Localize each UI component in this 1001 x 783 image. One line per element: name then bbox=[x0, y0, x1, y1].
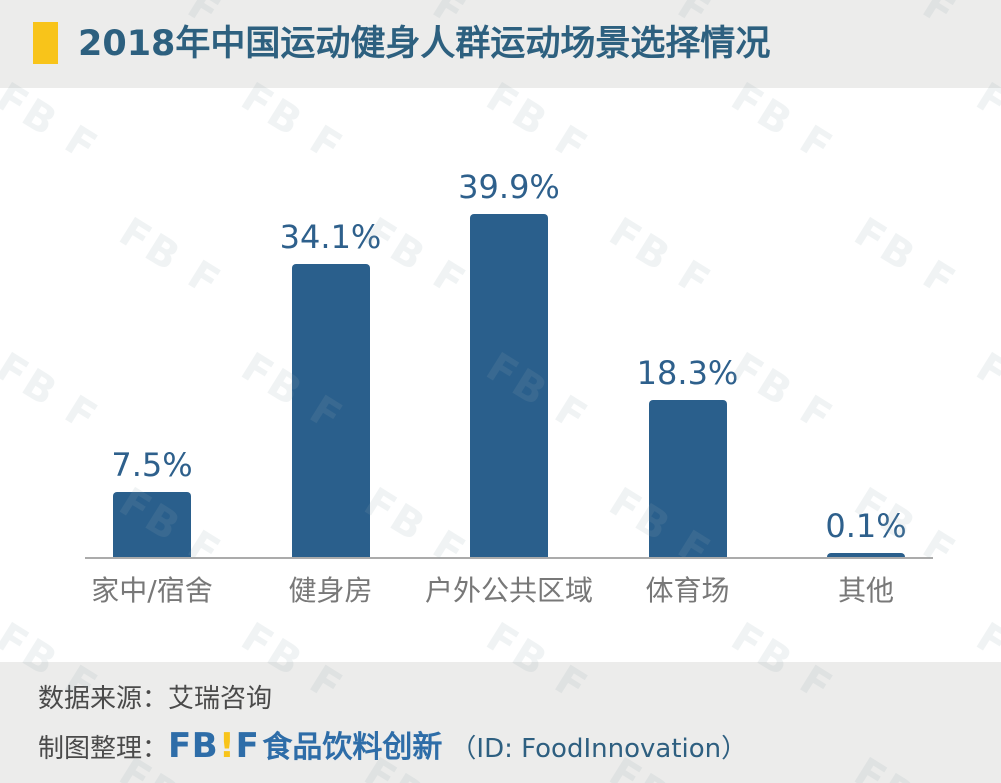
page-title: 2018年中国运动健身人群运动场景选择情况 bbox=[78, 24, 771, 64]
bar-category-label: 其他 bbox=[837, 574, 894, 607]
bar-value-label: 0.1% bbox=[825, 507, 907, 545]
bar-value-label: 18.3% bbox=[636, 354, 739, 392]
header: 2018年中国运动健身人群运动场景选择情况 bbox=[0, 0, 1001, 88]
bar bbox=[470, 214, 548, 557]
bar bbox=[291, 264, 370, 557]
bar-category-label: 体育场 bbox=[645, 574, 730, 607]
brand-id: （ID: FoodInnovation） bbox=[450, 734, 748, 764]
bar bbox=[648, 400, 727, 557]
credit-line: 制图整理： FB ! F 食品饮料创新 （ID: FoodInnovation） bbox=[38, 722, 747, 766]
bar-category-label: 健身房 bbox=[288, 574, 373, 607]
bar-category-label: 家中/宿舍 bbox=[91, 574, 213, 607]
credit-label: 制图整理： bbox=[38, 734, 169, 764]
bar-category-label: 户外公共区域 bbox=[424, 574, 593, 607]
bar-value-label: 7.5% bbox=[111, 446, 193, 484]
brand-name: 食品饮料创新 bbox=[262, 730, 443, 765]
footer: 数据来源：艾瑞咨询 制图整理： FB ! F 食品饮料创新 （ID: FoodI… bbox=[0, 662, 1001, 783]
title-accent-square bbox=[33, 22, 58, 64]
bar bbox=[113, 492, 191, 557]
plot-area: 7.5% 34.1% 39.9% 18.3% 0.1% 家中/宿舍 健身房 户外公共区域 体育… bbox=[85, 88, 933, 662]
fbif-logo-fb: FB bbox=[168, 726, 219, 766]
bar bbox=[827, 553, 905, 557]
bars-container: 7.5% 34.1% 39.9% 18.3% 0.1% bbox=[85, 88, 933, 557]
bar-value-label: 39.9% bbox=[458, 168, 560, 206]
bar-value-label: 34.1% bbox=[279, 218, 382, 256]
data-source-text: 数据来源：艾瑞咨询 bbox=[38, 684, 273, 714]
bar-chart: 7.5% 34.1% 39.9% 18.3% 0.1% 家中/宿舍 健身房 户外公共区域 体育… bbox=[0, 88, 1001, 662]
fbif-logo-f: F bbox=[235, 726, 260, 766]
x-axis-line bbox=[85, 557, 933, 559]
fbif-logo-exclamation-icon: ! bbox=[219, 726, 235, 766]
